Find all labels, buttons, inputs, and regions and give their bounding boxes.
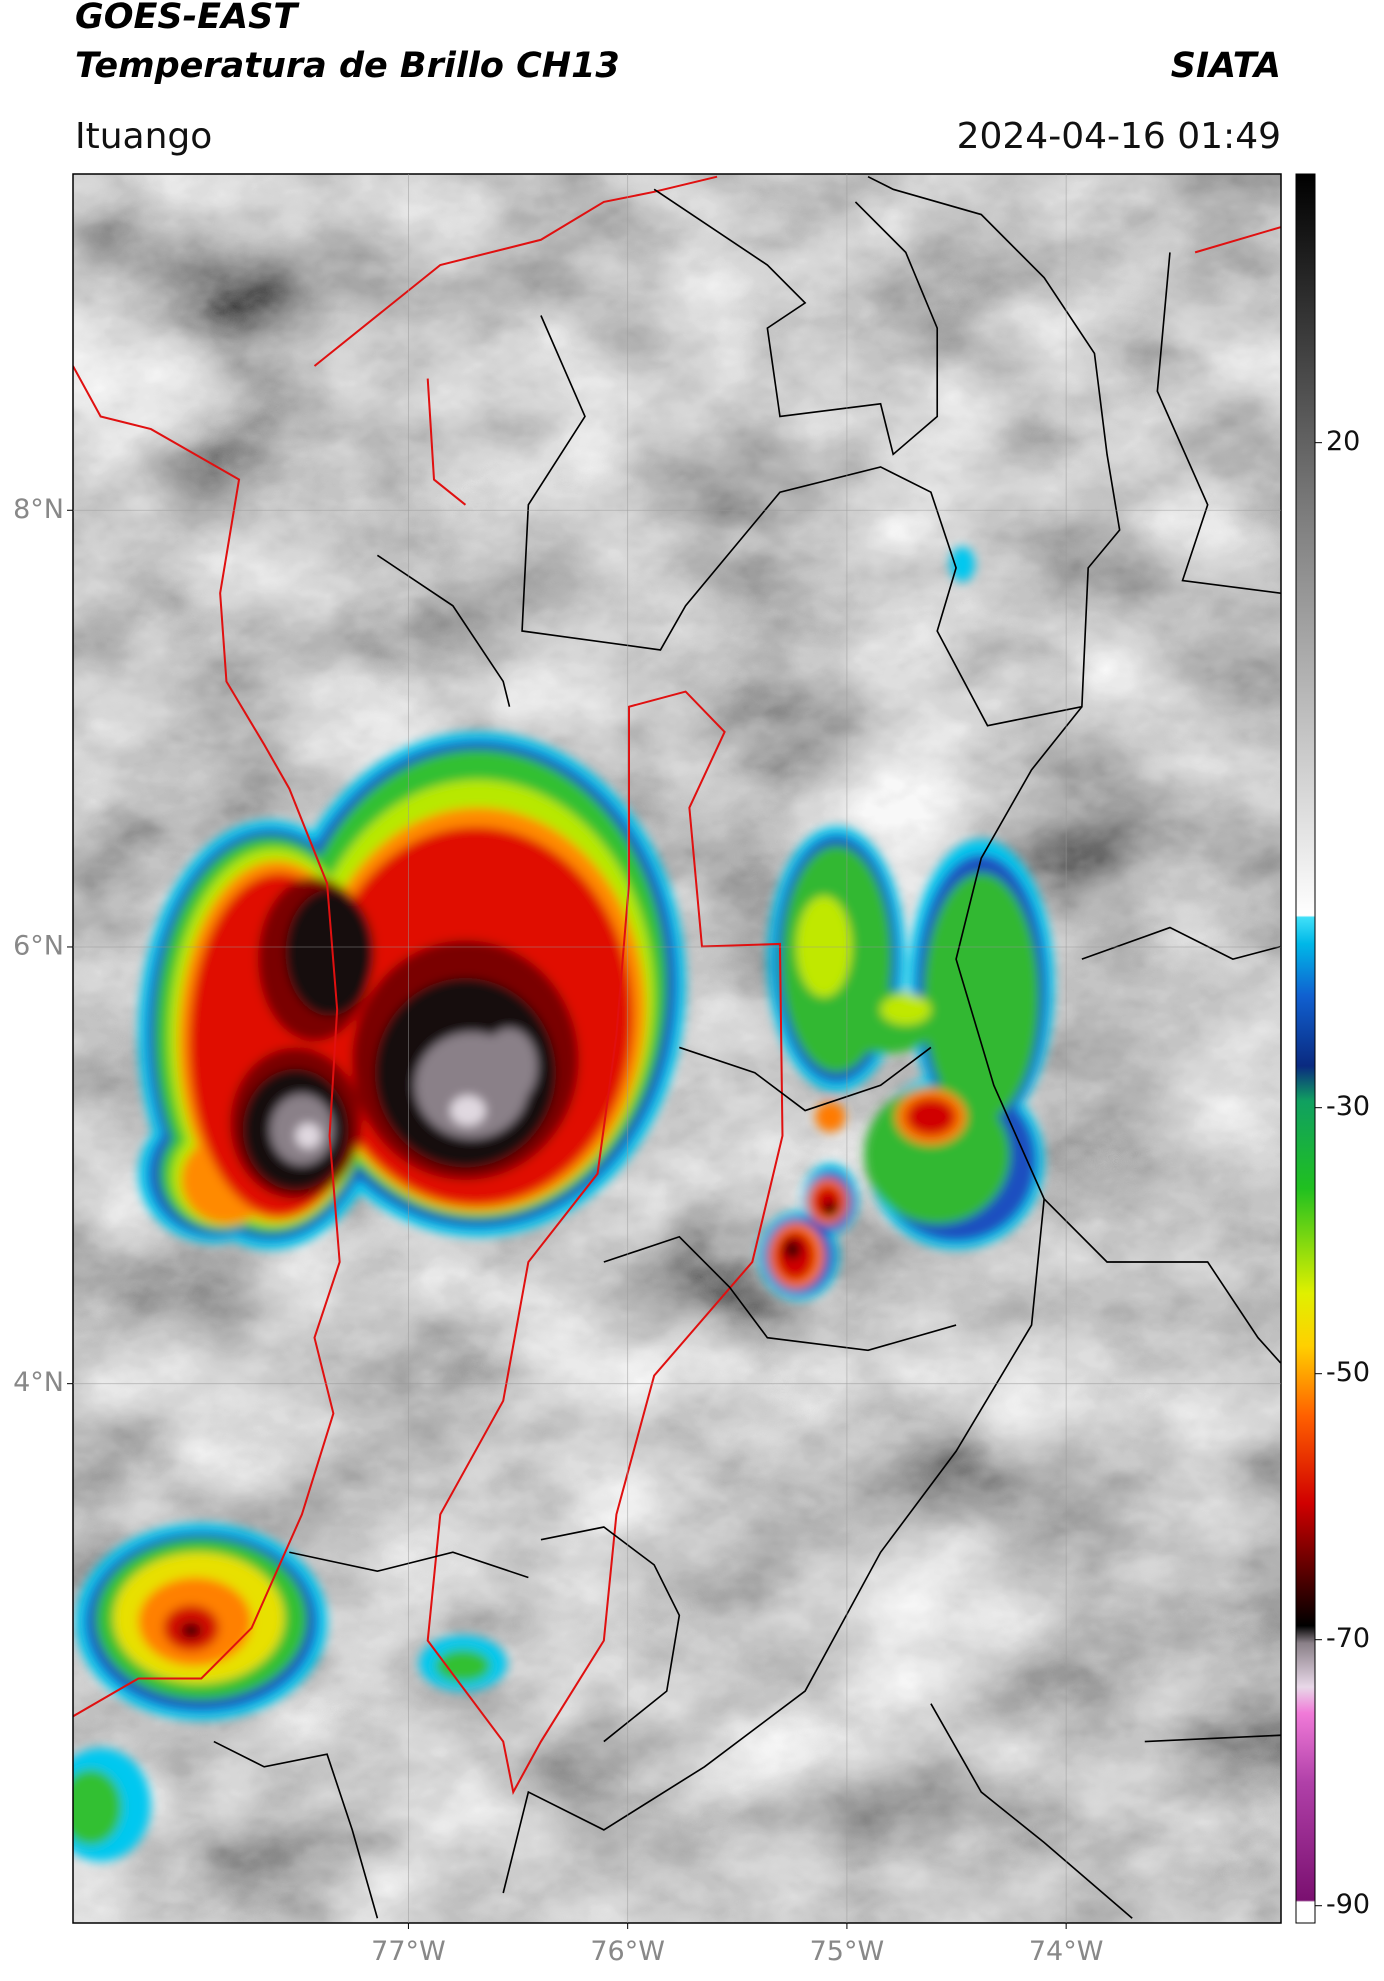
lat-tick-label: 8°N — [13, 494, 64, 525]
brand: SIATA — [1171, 46, 1281, 86]
map-imagery — [73, 174, 1281, 1923]
colorbar-tick-label: -90 — [1326, 1889, 1370, 1920]
colorbar-tick-label: -30 — [1326, 1091, 1370, 1122]
map-frame — [72, 173, 1282, 1924]
lon-tick-label: 77°W — [371, 1936, 446, 1967]
subtitle: Temperatura de Brillo CH13 — [75, 46, 620, 86]
timestamp: 2024-04-16 01:49 — [957, 116, 1281, 157]
location: Ituango — [75, 116, 212, 157]
lat-tick-label: 4°N — [13, 1367, 64, 1398]
lon-tick-label: 74°W — [1029, 1936, 1104, 1967]
colorbar-tick-label: 20 — [1326, 426, 1360, 457]
lon-tick-label: 76°W — [590, 1936, 665, 1967]
colorbar — [1295, 173, 1316, 1924]
title: GOES-EAST — [75, 0, 300, 37]
lat-tick-label: 6°N — [13, 930, 64, 961]
colorbar-tick-label: -50 — [1326, 1357, 1370, 1388]
lon-tick-label: 75°W — [810, 1936, 885, 1967]
colorbar-tick-label: -70 — [1326, 1623, 1370, 1654]
